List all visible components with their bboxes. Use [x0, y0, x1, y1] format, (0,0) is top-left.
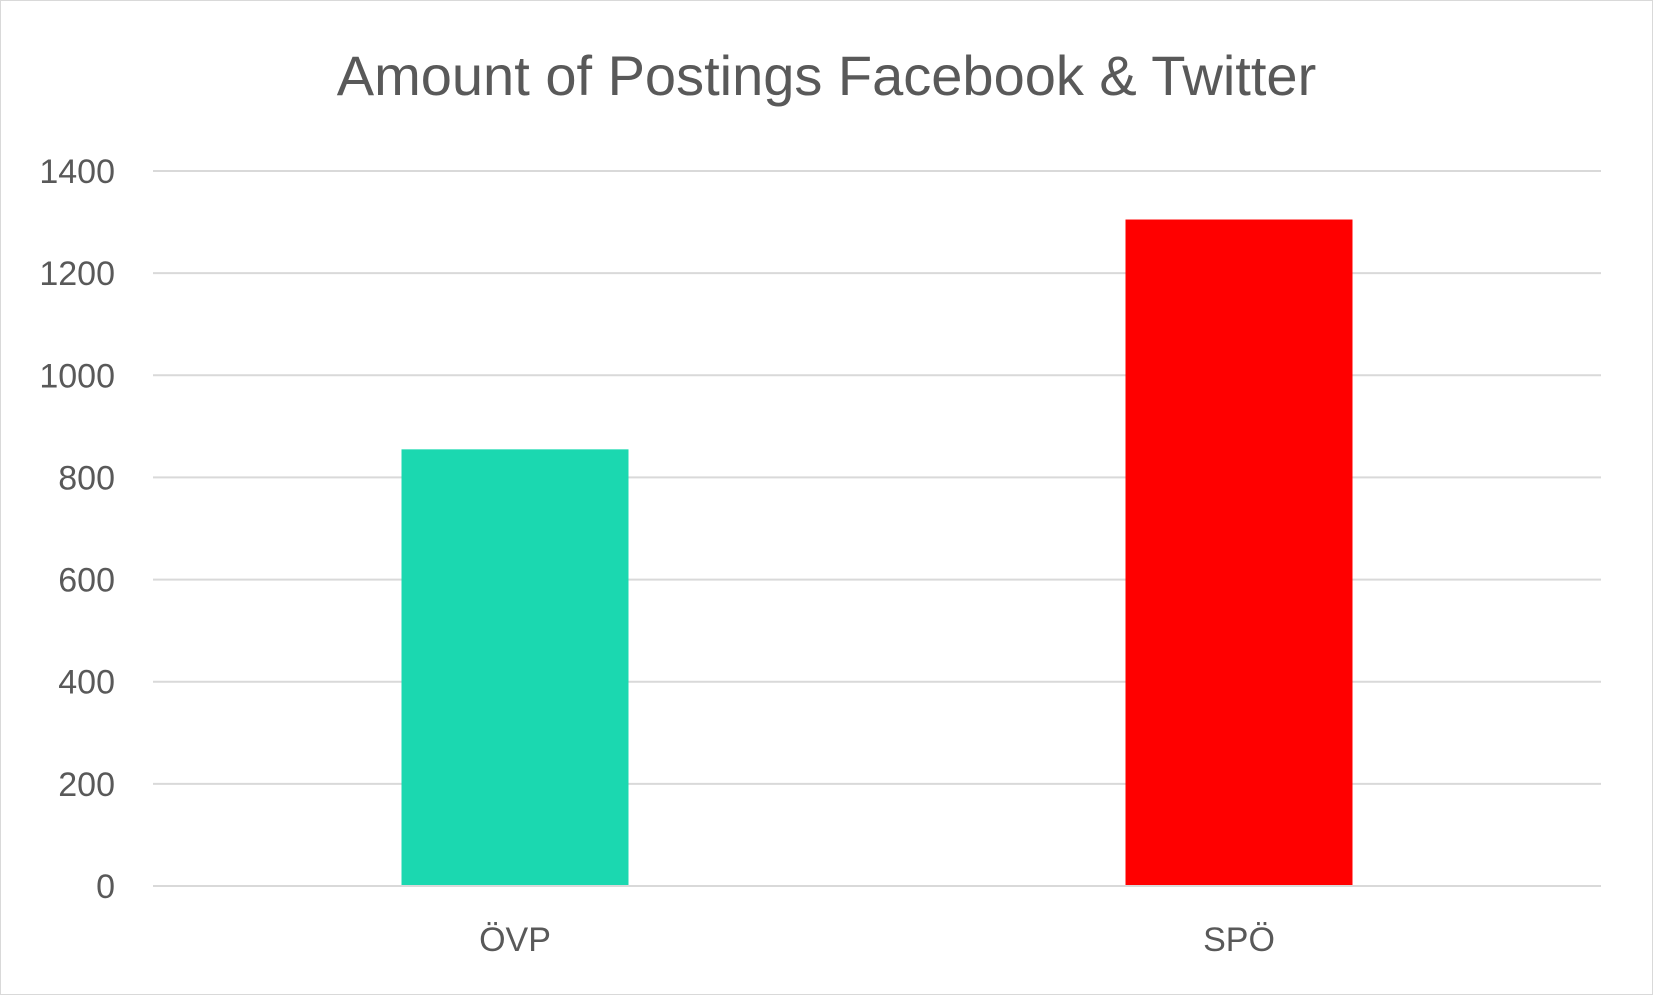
x-axis-category-labels: ÖVP SPÖ — [479, 921, 1275, 959]
y-tick-label: 600 — [58, 562, 115, 600]
x-category-label: ÖVP — [479, 921, 551, 959]
bar-SPÖ — [1125, 219, 1353, 887]
gridlines — [153, 170, 1601, 887]
y-tick-label: 1400 — [39, 153, 115, 191]
y-axis-tick-labels: 0 200 400 600 800 1000 1200 1400 — [39, 153, 115, 906]
y-tick-label: 800 — [58, 459, 115, 497]
y-tick-label: 200 — [58, 766, 115, 804]
bars — [401, 219, 1353, 887]
bar-ÖVP — [401, 449, 629, 886]
y-tick-label: 400 — [58, 664, 115, 702]
chart-title: Amount of Postings Facebook & Twitter — [336, 44, 1317, 107]
y-tick-label: 1200 — [39, 255, 115, 293]
x-category-label: SPÖ — [1203, 921, 1275, 959]
y-tick-label: 0 — [96, 868, 115, 906]
y-tick-label: 1000 — [39, 357, 115, 395]
